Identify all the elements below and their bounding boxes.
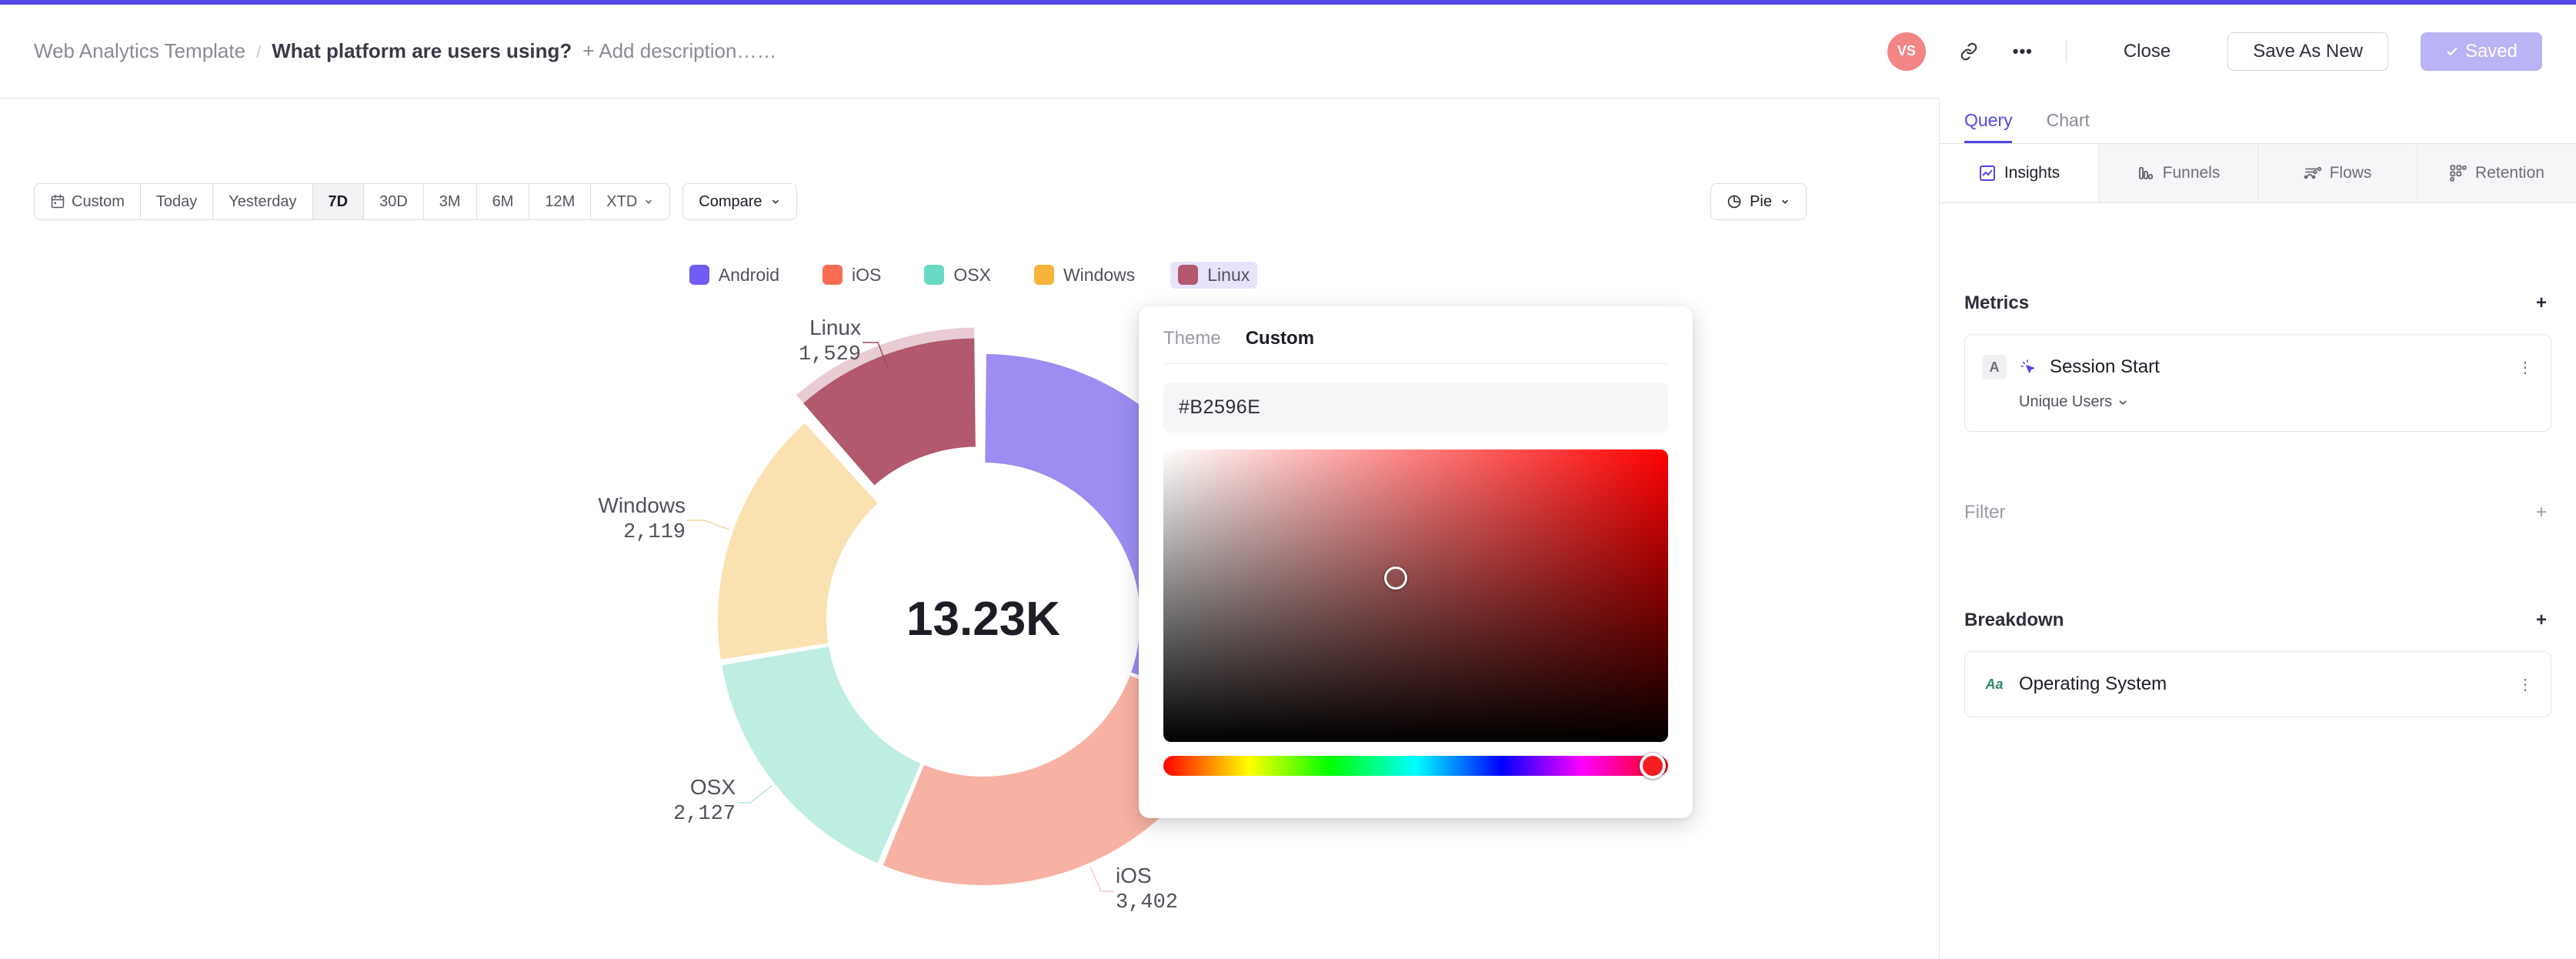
svg-text:OSX: OSX <box>690 775 736 799</box>
svg-text:iOS: iOS <box>1116 864 1152 887</box>
svg-text:2,119: 2,119 <box>623 521 686 544</box>
svg-text:13.23K: 13.23K <box>906 593 1060 646</box>
svg-text:2,127: 2,127 <box>673 803 736 826</box>
svg-text:Windows: Windows <box>598 493 686 517</box>
svg-text:3,402: 3,402 <box>1116 891 1178 914</box>
svg-text:Linux: Linux <box>809 316 861 339</box>
svg-text:1,529: 1,529 <box>799 343 861 366</box>
